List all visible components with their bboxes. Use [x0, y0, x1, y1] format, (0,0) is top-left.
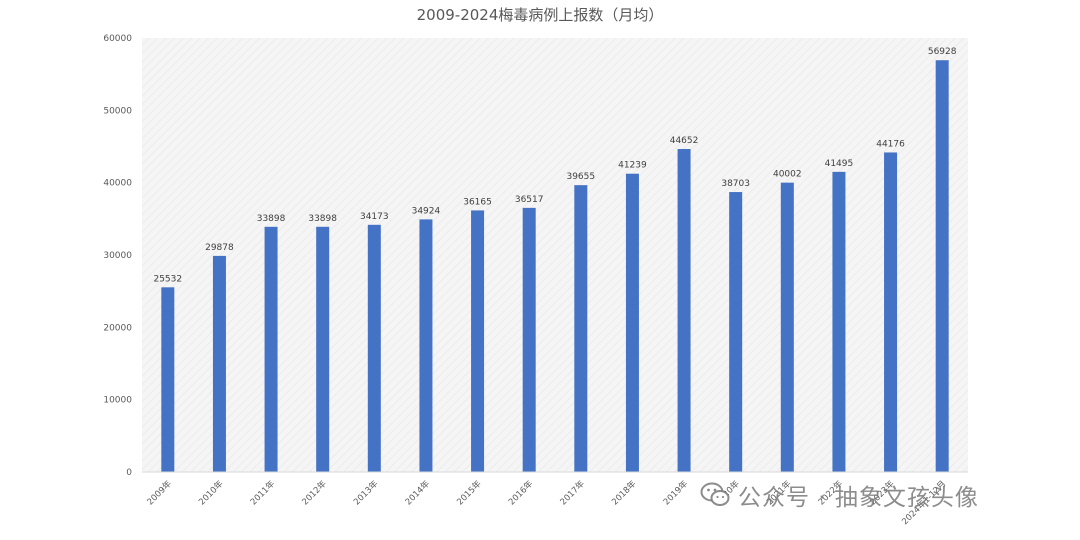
bar	[264, 226, 278, 472]
x-tick-label: 2016年	[506, 478, 535, 507]
x-tick-label: 2018年	[609, 478, 638, 507]
bar	[677, 149, 691, 472]
data-label: 25532	[153, 274, 182, 284]
data-label: 36165	[463, 197, 492, 207]
y-tick-label: 40000	[103, 179, 132, 189]
y-tick-label: 30000	[103, 251, 132, 261]
data-label: 41495	[825, 159, 854, 169]
x-tick-label: 2015年	[455, 478, 484, 507]
x-tick-label: 2010年	[196, 478, 225, 507]
bar	[832, 171, 846, 472]
data-label: 40002	[773, 170, 802, 180]
bar	[161, 287, 175, 472]
x-tick-label: 2009年	[145, 478, 174, 507]
data-label: 56928	[928, 47, 957, 57]
bar	[574, 185, 588, 472]
bar	[367, 224, 381, 472]
data-label: 39655	[566, 172, 595, 182]
bars	[161, 60, 949, 473]
data-label: 33898	[257, 214, 286, 224]
data-label: 44652	[670, 136, 699, 146]
data-label: 33898	[308, 214, 337, 224]
bar	[316, 226, 330, 472]
y-tick-label: 50000	[103, 106, 132, 116]
x-tick-label: 2014年	[403, 478, 432, 507]
bar	[935, 60, 949, 473]
data-label: 36517	[515, 195, 544, 205]
watermark-text: 公众号 · 抽象文孩头像	[738, 485, 979, 511]
x-tick-label: 2019年	[661, 478, 690, 507]
x-tick-label: 2011年	[248, 478, 277, 507]
bar	[212, 255, 226, 472]
bar	[780, 182, 794, 472]
bar	[729, 192, 743, 473]
y-tick-label: 60000	[103, 34, 132, 44]
plot-area	[142, 38, 968, 472]
y-axis: 0 10000 20000 30000 40000 50000 60000	[103, 34, 132, 478]
x-tick-label: 2012年	[300, 478, 329, 507]
chart-title: 2009-2024梅毒病例上报数（月均）	[416, 6, 664, 24]
bar	[625, 173, 639, 472]
bar	[884, 152, 898, 472]
data-labels: 25532 29878 33898 33898 34173 34924 36165 36517…	[153, 47, 956, 284]
bar	[522, 207, 536, 473]
x-tick-label: 2013年	[351, 478, 380, 507]
data-label: 34173	[360, 212, 389, 222]
data-label: 34924	[412, 206, 441, 216]
data-label: 44176	[876, 139, 905, 149]
x-tick-label: 2017年	[558, 478, 587, 507]
bar	[419, 219, 433, 472]
data-label: 38703	[721, 179, 750, 189]
data-label: 29878	[205, 243, 234, 253]
y-tick-label: 10000	[103, 396, 132, 406]
watermark: 公众号 · 抽象文孩头像	[700, 478, 979, 512]
y-tick-label: 0	[126, 468, 132, 478]
y-tick-label: 20000	[103, 323, 132, 333]
wechat-icon	[700, 482, 730, 506]
bar	[471, 210, 485, 472]
data-label: 41239	[618, 161, 647, 171]
